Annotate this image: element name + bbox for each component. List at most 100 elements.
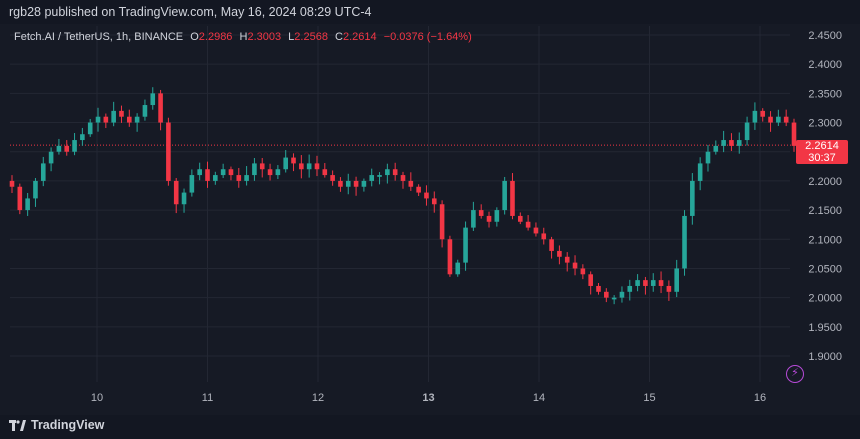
candle-body bbox=[635, 280, 640, 286]
change-value: −0.0376 (−1.64%) bbox=[383, 31, 472, 43]
tradingview-brand: TradingView bbox=[31, 418, 105, 432]
candle-body bbox=[447, 239, 453, 275]
y-tick-label: 2.3000 bbox=[808, 118, 842, 130]
candle-body bbox=[760, 110, 766, 117]
footer bbox=[0, 415, 860, 439]
x-tick-label: 14 bbox=[533, 392, 545, 404]
close-value: 2.2614 bbox=[342, 31, 377, 43]
candle-body bbox=[611, 297, 617, 300]
candle-body bbox=[353, 180, 359, 187]
symbol-label: Fetch.AI / TetherUS, 1h, BINANCE bbox=[14, 31, 184, 43]
candle-body bbox=[345, 180, 351, 187]
candle-body bbox=[40, 163, 46, 181]
x-tick-label: 12 bbox=[312, 392, 324, 404]
candle-body bbox=[322, 169, 328, 176]
candle-body bbox=[173, 180, 179, 205]
candle-body bbox=[9, 180, 15, 187]
candle-body bbox=[33, 180, 38, 199]
top-bar: rgb28 published on TradingView.com, May … bbox=[0, 0, 860, 24]
candle-body bbox=[502, 180, 507, 211]
candle-body bbox=[510, 180, 515, 216]
tradingview-logo-icon bbox=[9, 419, 26, 431]
candle-body bbox=[119, 110, 124, 117]
candle-body bbox=[783, 116, 789, 123]
candle-body bbox=[189, 175, 195, 193]
candle-body bbox=[627, 285, 633, 292]
candle-countdown: 30:37 bbox=[808, 152, 836, 164]
candle-body bbox=[17, 186, 23, 211]
last-price-value: 2.2614 bbox=[805, 140, 839, 152]
candle-body bbox=[111, 110, 116, 123]
y-tick-label: 2.1000 bbox=[808, 234, 842, 246]
y-tick-label: 2.4500 bbox=[808, 30, 842, 42]
candle-body bbox=[705, 151, 711, 164]
candle-body bbox=[533, 227, 539, 234]
candle-body bbox=[478, 210, 484, 216]
candle-body bbox=[658, 280, 664, 286]
tradingview-logo[interactable]: TradingView bbox=[9, 418, 104, 432]
candle-body bbox=[643, 280, 648, 286]
candle-body bbox=[64, 145, 70, 152]
candle-body bbox=[416, 186, 421, 193]
candle-body bbox=[674, 268, 679, 292]
candle-body bbox=[682, 215, 687, 269]
candle-body bbox=[369, 175, 375, 181]
x-tick-label: 11 bbox=[202, 392, 213, 404]
y-tick-label: 2.0000 bbox=[808, 293, 842, 305]
open-label: O bbox=[190, 31, 199, 43]
candle-body bbox=[158, 93, 163, 123]
candle-body bbox=[134, 116, 140, 123]
published-info: rgb28 published on TradingView.com, May … bbox=[9, 5, 372, 19]
candle-body bbox=[314, 163, 320, 170]
candle-body bbox=[549, 239, 554, 251]
candle-body bbox=[557, 250, 562, 257]
candle-body bbox=[392, 169, 398, 176]
candle-body bbox=[150, 93, 156, 106]
y-tick-label: 1.9000 bbox=[808, 351, 842, 363]
x-tick-label: 15 bbox=[643, 392, 655, 404]
candle-body bbox=[95, 116, 101, 123]
y-tick-label: 2.2000 bbox=[808, 176, 842, 188]
y-tick-label: 1.9500 bbox=[808, 322, 842, 334]
x-tick-label: 16 bbox=[754, 392, 766, 404]
candle-body bbox=[471, 210, 476, 228]
high-value: 2.3003 bbox=[247, 31, 282, 43]
candle-body bbox=[299, 163, 304, 170]
candle-body bbox=[486, 215, 492, 222]
candle-body bbox=[385, 169, 390, 176]
candle-body bbox=[736, 140, 742, 146]
candle-body bbox=[776, 116, 781, 123]
last-price-tag: 2.2614 30:37 bbox=[796, 140, 848, 164]
candle-body bbox=[744, 122, 750, 141]
candle-body bbox=[236, 175, 242, 181]
candle-body bbox=[166, 122, 171, 181]
lightning-icon[interactable]: ⚡ bbox=[786, 365, 804, 383]
x-tick-label: 13 bbox=[422, 392, 434, 404]
candle-body bbox=[142, 105, 148, 117]
candle-body bbox=[768, 116, 773, 123]
candle-body bbox=[455, 262, 461, 275]
candle-body bbox=[48, 151, 54, 164]
candle-body bbox=[25, 198, 30, 211]
candle-body bbox=[361, 180, 367, 187]
y-tick-label: 2.3500 bbox=[808, 88, 842, 100]
candle-body bbox=[127, 116, 132, 123]
chart-panel[interactable] bbox=[0, 24, 860, 415]
candle-body bbox=[650, 280, 656, 286]
candle-body bbox=[431, 198, 437, 205]
candle-body bbox=[424, 192, 429, 199]
candle-body bbox=[205, 169, 210, 181]
candle-body bbox=[252, 163, 257, 176]
candle-body bbox=[283, 157, 288, 170]
candle-body bbox=[244, 175, 249, 181]
y-tick-label: 2.0500 bbox=[808, 263, 842, 275]
candle-body bbox=[80, 134, 85, 141]
candle-body bbox=[690, 180, 695, 216]
candle-body bbox=[181, 192, 187, 205]
candle-body bbox=[604, 291, 609, 298]
candle-body bbox=[588, 274, 593, 286]
candle-body bbox=[729, 140, 734, 146]
candle-body bbox=[306, 163, 312, 170]
candle-body bbox=[525, 221, 531, 228]
